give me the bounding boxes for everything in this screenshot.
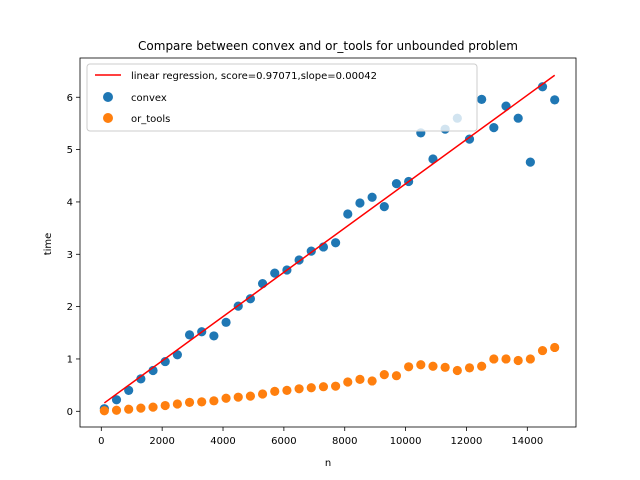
plot-area (79, 57, 577, 428)
convex-point (160, 356, 170, 367)
legend-frame (86, 63, 478, 132)
or-tools-point (477, 361, 487, 371)
or-tools-point (404, 362, 414, 372)
or-tools-point (428, 361, 438, 371)
or-tools-point (513, 355, 523, 366)
or-tools-point (367, 376, 377, 386)
or-tools-point (391, 371, 402, 381)
legend-convex-label: convex (131, 93, 167, 104)
or-tools-point (111, 405, 122, 415)
or-tools-point (550, 342, 560, 353)
or-tools-point (331, 381, 341, 391)
convex-point (550, 95, 560, 105)
convex-point (124, 385, 134, 395)
x-axis: 0 2000 4000 6000 8000 10000 12000 14000 (98, 427, 543, 447)
or-tools-point (294, 384, 304, 394)
or-tools-point (257, 389, 268, 399)
convex-point (379, 202, 389, 212)
y-tick-label: 4 (67, 197, 73, 208)
x-tick-label: 10000 (390, 436, 422, 447)
convex-point (477, 94, 487, 104)
or-tools-point (160, 400, 170, 411)
convex-point (257, 278, 268, 289)
x-tick-label: 4000 (210, 436, 235, 447)
or-tools-point (489, 354, 499, 364)
convex-point (270, 268, 280, 278)
or-tools-point (318, 382, 329, 392)
legend-or-tools-swatch (103, 113, 113, 123)
y-tick-label: 2 (67, 302, 73, 313)
x-tick-label: 6000 (271, 436, 296, 447)
or-tools-point (379, 370, 389, 380)
x-tick-label: 0 (98, 436, 104, 447)
or-tools-point (282, 385, 292, 395)
convex-point (355, 198, 365, 208)
convex-point (537, 82, 548, 92)
or-tools-point (440, 362, 450, 372)
or-tools-point (245, 391, 256, 401)
or-tools-point (355, 374, 365, 384)
y-axis: 0 1 2 3 4 5 6 (67, 93, 80, 418)
convex-point (221, 317, 231, 327)
convex-point (148, 365, 158, 376)
legend-regression-label: linear regression, score=0.97071,slope=0… (131, 71, 377, 82)
convex-point (501, 101, 511, 111)
or-tools-point (148, 402, 158, 412)
y-axis-label: time (43, 233, 54, 256)
or-tools-point (525, 354, 535, 364)
or-tools-point (464, 363, 475, 373)
or-tools-point (452, 365, 462, 376)
convex-point (172, 350, 182, 360)
convex-point (343, 209, 353, 219)
or-tools-point (197, 397, 207, 407)
y-tick-label: 1 (67, 354, 73, 365)
y-tick-label: 0 (67, 407, 73, 418)
or-tools-point (233, 392, 243, 402)
legend: linear regression, score=0.97071,slope=0… (86, 63, 478, 132)
convex-point (391, 179, 402, 189)
or-tools-point (99, 406, 109, 416)
convex-point (489, 123, 499, 133)
or-tools-point (416, 360, 426, 370)
chart-title: Compare between convex and or_tools for … (138, 39, 518, 53)
y-tick-label: 6 (67, 93, 73, 104)
y-tick-label: 3 (67, 250, 73, 261)
x-tick-label: 14000 (511, 436, 543, 447)
x-tick-label: 12000 (451, 436, 483, 447)
regression-line (103, 74, 556, 404)
x-tick-label: 2000 (149, 436, 174, 447)
convex-point (111, 395, 122, 405)
or-tools-point (343, 377, 353, 387)
convex-point (525, 157, 535, 167)
or-tools-point (537, 345, 548, 356)
convex-point (245, 294, 256, 304)
x-tick-label: 8000 (332, 436, 357, 447)
or-tools-point (172, 399, 182, 409)
convex-point (184, 330, 195, 340)
convex-point (136, 374, 146, 384)
convex-point (464, 134, 475, 144)
y-tick-label: 5 (67, 145, 73, 156)
or-tools-point (306, 383, 316, 393)
convex-point (331, 238, 341, 248)
or-tools-point (270, 386, 280, 397)
legend-convex-swatch (103, 92, 113, 102)
or-tools-point (124, 404, 134, 414)
or-tools-point (209, 396, 219, 406)
convex-point (367, 192, 377, 202)
axes-frame (79, 57, 577, 428)
or-tools-point (184, 397, 195, 407)
or-tools-point (136, 403, 146, 413)
or-tools-point (501, 354, 511, 364)
convex-point (513, 113, 523, 123)
or-tools-point (221, 393, 231, 403)
convex-point (209, 331, 219, 341)
x-axis-label: n (325, 458, 331, 469)
legend-or-tools-label: or_tools (131, 114, 170, 125)
